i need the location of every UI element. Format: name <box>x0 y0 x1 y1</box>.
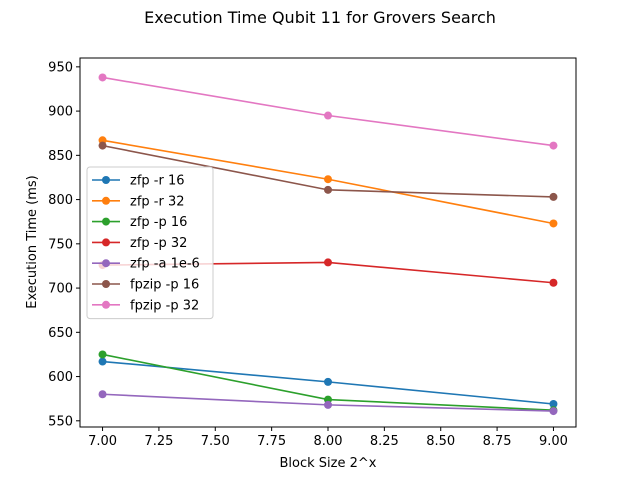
legend-marker <box>102 217 110 226</box>
data-point <box>98 390 107 399</box>
x-axis: 7.00 7.25 7.50 7.75 8.00 8.25 8.50 8.75 9.00 <box>88 427 568 449</box>
x-tick-label: 9.00 <box>539 434 568 449</box>
legend-item: zfp -p 16 <box>92 215 187 230</box>
legend-marker <box>102 280 110 288</box>
data-point <box>549 278 558 287</box>
series-0 <box>98 357 558 408</box>
legend-item: zfp -p 32 <box>92 236 187 251</box>
data-point <box>324 185 332 194</box>
x-tick-label: 7.00 <box>88 434 117 449</box>
data-point <box>98 141 107 150</box>
y-axis: 550 600 650 700 750 800 850 900 950 <box>48 60 80 429</box>
data-point <box>324 258 332 267</box>
data-point <box>549 219 558 228</box>
legend-label: zfp -r 16 <box>130 174 185 189</box>
y-tick-label: 800 <box>48 193 73 208</box>
legend-marker <box>102 196 110 205</box>
data-point <box>98 73 107 82</box>
legend-label: fpzip -p 32 <box>130 298 199 313</box>
y-axis-label: Execution Time (ms) <box>25 175 40 308</box>
data-point <box>549 407 558 416</box>
x-tick-label: 8.75 <box>483 434 512 449</box>
legend-item: zfp -a 1e-6 <box>92 257 200 272</box>
legend-item: fpzip -p 32 <box>92 298 199 313</box>
y-tick-label: 600 <box>48 370 73 385</box>
data-point <box>549 141 558 150</box>
x-tick-label: 7.75 <box>257 434 286 449</box>
legend-label: zfp -r 32 <box>130 194 185 209</box>
data-point <box>549 399 558 408</box>
y-tick-label: 950 <box>48 60 73 75</box>
legend-label: zfp -a 1e-6 <box>130 257 200 272</box>
x-tick-label: 7.50 <box>201 434 230 449</box>
data-point <box>324 111 332 120</box>
legend-marker <box>102 300 110 309</box>
legend-box <box>86 166 214 320</box>
chart-title: Execution Time Qubit 11 for Grovers Sear… <box>144 8 496 27</box>
x-tick-label: 8.00 <box>314 434 343 449</box>
data-point <box>324 377 332 386</box>
data-point <box>324 400 332 409</box>
legend-item: fpzip -p 16 <box>92 278 199 293</box>
x-axis-label: Block Size 2^x <box>280 456 377 471</box>
series-5 <box>98 141 558 201</box>
series-6 <box>98 73 558 150</box>
x-tick-label: 8.50 <box>426 434 455 449</box>
legend-marker <box>102 238 110 247</box>
legend-label: zfp -p 16 <box>130 215 187 230</box>
legend-label: fpzip -p 16 <box>130 278 199 293</box>
y-tick-label: 900 <box>48 105 73 120</box>
legend-item: zfp -r 32 <box>92 194 185 209</box>
legend-label: zfp -p 32 <box>130 236 187 251</box>
plot-frame <box>79 57 577 428</box>
x-tick-label: 8.25 <box>370 434 399 449</box>
data-point <box>98 357 107 366</box>
y-tick-label: 700 <box>48 282 73 297</box>
legend-marker <box>102 176 110 184</box>
legend-marker <box>102 259 110 268</box>
y-tick-label: 750 <box>48 237 73 252</box>
y-tick-label: 650 <box>48 326 73 341</box>
data-point <box>324 175 332 184</box>
series-4 <box>98 390 558 416</box>
y-tick-label: 850 <box>48 149 73 164</box>
x-tick-label: 7.25 <box>144 434 173 449</box>
legend: zfp -r 16 zfp -r 32 zfp -p 16 zfp -p 32 zfp … <box>86 166 214 320</box>
data-point <box>549 192 558 201</box>
y-tick-label: 550 <box>48 414 73 429</box>
data-point <box>98 350 107 359</box>
legend-item: zfp -r 16 <box>92 174 185 189</box>
